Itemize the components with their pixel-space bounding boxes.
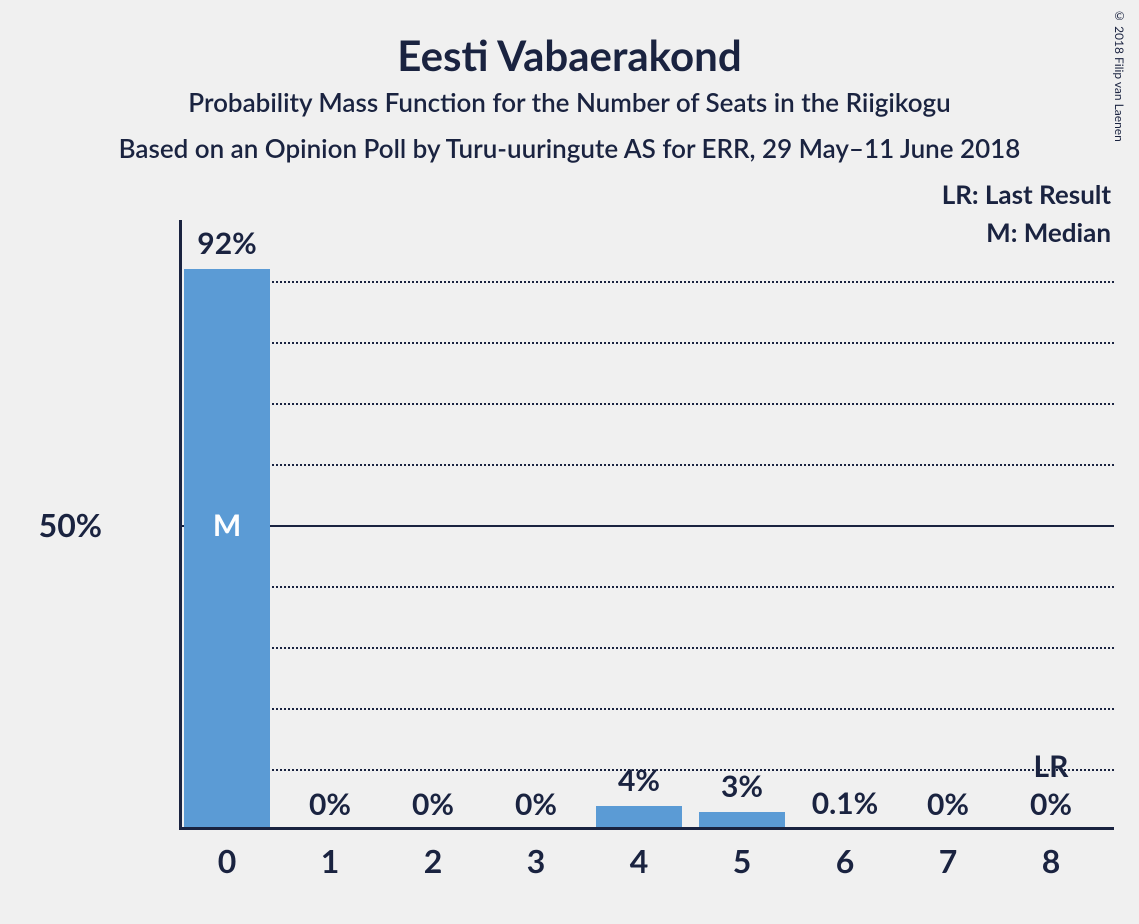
x-axis-line xyxy=(179,827,1114,830)
x-tick-3: 3 xyxy=(506,841,566,880)
x-tick-0: 0 xyxy=(197,841,257,880)
x-tick-2: 2 xyxy=(403,841,463,880)
chart-subtitle-1: Probability Mass Function for the Number… xyxy=(0,86,1139,118)
bar-value-label-1: 0% xyxy=(270,786,390,822)
gridline xyxy=(179,586,1114,588)
bar-value-label-2: 0% xyxy=(373,786,493,822)
bar-value-label-6: 0.1% xyxy=(785,785,905,821)
bar-value-label-3: 0% xyxy=(476,786,596,822)
chart-container: © 2018 Filip van Laenen Eesti Vabaerakon… xyxy=(0,0,1139,924)
legend-lr: LR: Last Result xyxy=(942,178,1111,210)
bar-value-label-8: 0% xyxy=(991,786,1111,822)
bar-value-label-4: 4% xyxy=(579,762,699,798)
x-tick-6: 6 xyxy=(815,841,875,880)
chart-plot-area: 50% 92%0M0%10%20%34%43%50.1%60%70%8LR xyxy=(82,220,1114,830)
bar-value-label-5: 3% xyxy=(682,768,802,804)
lr-marker: LR xyxy=(1011,748,1091,784)
x-tick-5: 5 xyxy=(712,841,772,880)
y-axis-label: 50% xyxy=(2,505,102,544)
bar-value-label-0: 92% xyxy=(167,225,287,261)
bar-value-label-7: 0% xyxy=(888,786,1008,822)
gridline-50 xyxy=(179,525,1114,527)
y-axis-line xyxy=(179,220,182,830)
bar-0 xyxy=(184,269,270,830)
x-tick-4: 4 xyxy=(609,841,669,880)
gridline xyxy=(179,464,1114,466)
chart-title: Eesti Vabaerakond xyxy=(0,30,1139,80)
gridline xyxy=(179,281,1114,283)
median-marker: M xyxy=(197,507,257,543)
gridline xyxy=(179,708,1114,710)
chart-subtitle-2: Based on an Opinion Poll by Turu-uuringu… xyxy=(0,132,1139,164)
gridline xyxy=(179,342,1114,344)
x-tick-8: 8 xyxy=(1021,841,1081,880)
x-tick-7: 7 xyxy=(918,841,978,880)
x-tick-1: 1 xyxy=(300,841,360,880)
gridline xyxy=(179,647,1114,649)
gridline xyxy=(179,403,1114,405)
